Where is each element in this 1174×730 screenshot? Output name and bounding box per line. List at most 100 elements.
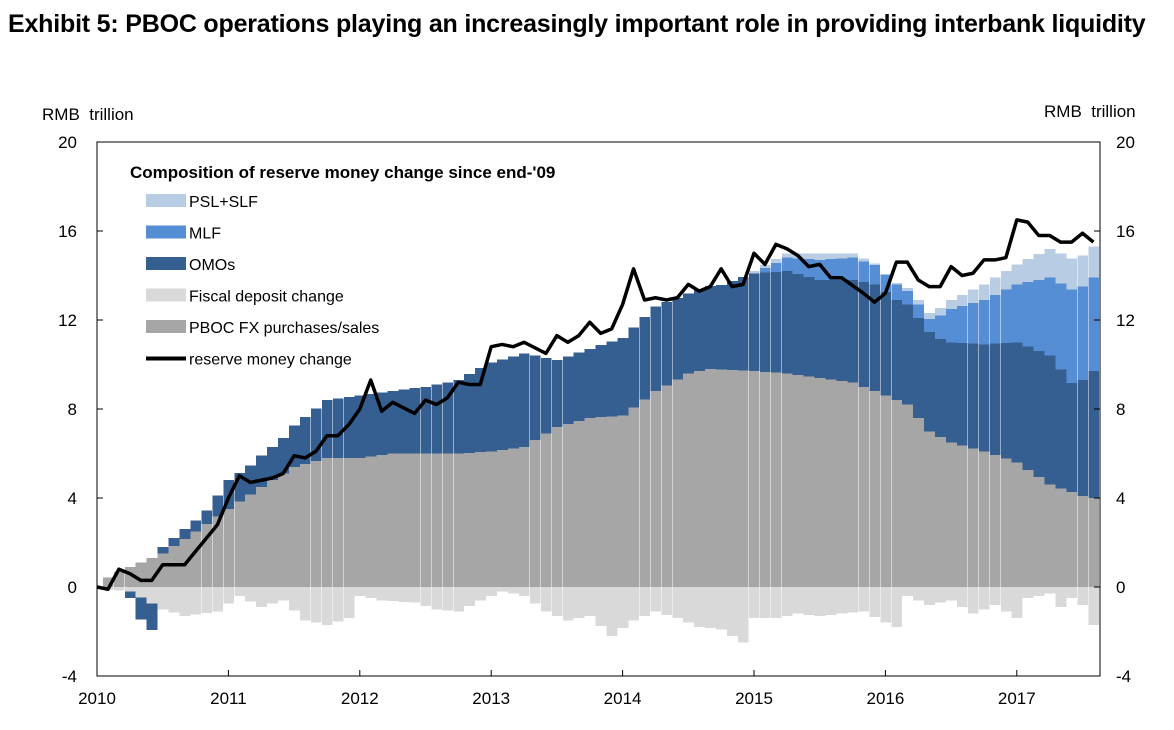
x-tick-label-2012: 2012: [341, 689, 379, 708]
bar-omo-87: [1044, 355, 1056, 485]
legend-swatch-omo: [146, 257, 186, 270]
bar-omo-80: [967, 343, 979, 449]
legend: Composition of reserve money change sinc…: [130, 163, 555, 369]
bar-omo-40: [529, 355, 541, 441]
bar-fx-65: [803, 376, 815, 587]
bar-omo-26: [376, 392, 388, 455]
bar-omo-55: [694, 289, 705, 372]
bar-fiscal-15: [256, 587, 267, 608]
bar-fiscal-82: [989, 587, 1001, 605]
bar-omo-27: [387, 391, 399, 454]
y-unit-right: RMB trillion: [1044, 102, 1136, 121]
bar-psl-slf-74: [902, 288, 913, 292]
bar-fx-61: [759, 371, 771, 587]
bar-fx-43: [562, 423, 574, 587]
bar-fx-17: [278, 473, 289, 587]
bar-omo-91: [1088, 371, 1100, 498]
bar-fiscal-47: [606, 587, 618, 636]
bar-psl-slf-86: [1033, 253, 1045, 280]
bar-fx-57: [716, 369, 727, 587]
bar-omo-73: [891, 299, 903, 401]
bar-omo-67: [825, 279, 837, 380]
bar-omo-48: [617, 337, 629, 416]
bar-fx-53: [672, 379, 684, 587]
y-tick-label-right: 16: [1116, 222, 1135, 241]
bar-omo-33: [453, 380, 465, 454]
y-tick-label-right: -4: [1116, 667, 1131, 686]
bar-fx-49: [628, 407, 640, 587]
bar-fx-4: [135, 562, 147, 587]
bar-omo-18: [289, 425, 300, 467]
bar-omo-44: [573, 352, 585, 421]
bar-omo-86: [1033, 351, 1045, 478]
bar-psl-slf-79: [956, 294, 968, 306]
bar-omo-66: [814, 279, 826, 378]
bar-fx-16: [267, 480, 278, 587]
bar-fiscal-77: [935, 587, 946, 603]
bar-omo-61: [759, 272, 771, 372]
bar-fx-56: [705, 368, 716, 587]
bar-mlf-61: [759, 268, 771, 273]
bar-mlf-71: [869, 265, 881, 285]
bar-mlf-74: [902, 291, 913, 305]
bar-omo-10: [201, 510, 213, 524]
bar-fx-83: [1000, 458, 1012, 587]
bar-fx-40: [529, 440, 541, 587]
y-tick-label-left: 12: [58, 311, 77, 330]
bar-mlf-80: [967, 302, 979, 344]
bar-fx-44: [573, 420, 585, 587]
bar-fiscal-78: [946, 587, 957, 601]
reserve-money-change-line: [96, 218, 1095, 591]
bar-fx-91: [1088, 498, 1100, 587]
bar-omo-52: [661, 302, 673, 386]
bar-fx-18: [289, 466, 300, 587]
y-tick-label-left: 4: [68, 489, 77, 508]
bar-fx-42: [551, 426, 563, 587]
bar-omo-28: [398, 389, 410, 454]
bar-omo-8: [179, 529, 191, 539]
x-tick-label-2015: 2015: [735, 689, 773, 708]
bar-fx-33: [453, 453, 465, 587]
bar-omo-78: [946, 342, 957, 443]
bar-fiscal-86: [1033, 587, 1045, 596]
bar-fx-1: [102, 577, 114, 587]
bar-fx-76: [924, 431, 935, 587]
bar-omo-75: [913, 317, 924, 418]
bar-psl-slf-85: [1022, 259, 1034, 283]
bar-omo-34: [464, 374, 475, 453]
bar-omo-65: [803, 276, 815, 377]
bar-fx-66: [814, 377, 826, 587]
bar-mlf-89: [1066, 289, 1078, 384]
bar-omo-49: [628, 327, 640, 408]
bar-fx-47: [606, 416, 618, 587]
bar-psl-slf-62: [770, 259, 782, 263]
bar-omo-4: [135, 597, 147, 620]
bar-fx-38: [508, 448, 519, 587]
bar-fx-60: [748, 371, 760, 587]
bar-omo-24: [354, 395, 366, 458]
bar-fx-28: [398, 453, 410, 587]
bar-fiscal-39: [518, 587, 530, 596]
bar-omo-21: [321, 400, 333, 458]
bar-omo-79: [956, 342, 968, 446]
bar-omo-46: [595, 345, 607, 418]
bar-fx-69: [847, 382, 859, 587]
bars-layer: [102, 246, 1100, 643]
bar-fiscal-68: [836, 587, 848, 614]
bar-omo-30: [420, 386, 432, 454]
bar-fx-64: [792, 374, 804, 587]
bar-fx-74: [902, 404, 913, 587]
bar-fiscal-61: [759, 587, 771, 619]
bar-fiscal-4: [135, 587, 147, 598]
bar-fiscal-81: [978, 587, 990, 610]
bar-fiscal-69: [847, 587, 859, 613]
bar-fx-45: [584, 417, 596, 587]
bar-fx-55: [694, 371, 705, 587]
bar-psl-slf-84: [1011, 264, 1023, 285]
bar-fiscal-28: [398, 587, 410, 602]
chart-title: Exhibit 5: PBOC operations playing an in…: [8, 10, 1146, 38]
bar-fiscal-34: [464, 587, 475, 606]
bar-omo-70: [858, 282, 870, 387]
bar-omo-38: [508, 356, 519, 449]
y-tick-label-left: -4: [62, 667, 77, 686]
